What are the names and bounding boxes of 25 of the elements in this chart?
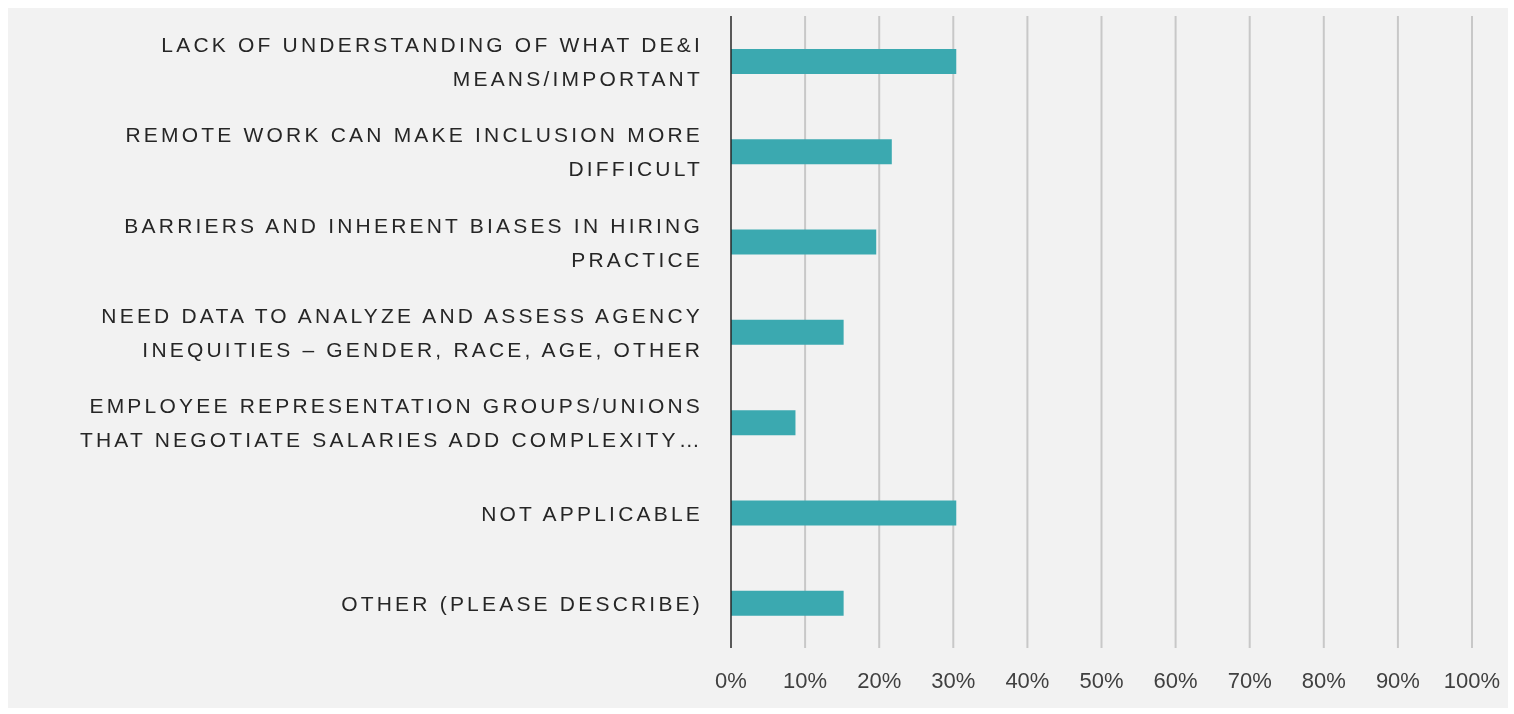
x-tick-label: 80% bbox=[1301, 667, 1346, 693]
x-tick-label: 10% bbox=[783, 667, 828, 693]
x-tick-label: 50% bbox=[1079, 667, 1124, 693]
y-tick-label: BARRIERS AND INHERENT BIASES IN HIRING PRACTICE bbox=[124, 213, 703, 271]
bar bbox=[731, 590, 844, 616]
bar bbox=[731, 319, 844, 345]
x-tick-label: 40% bbox=[1005, 667, 1050, 693]
bar bbox=[731, 410, 796, 436]
x-tick-label: 0% bbox=[715, 667, 747, 693]
y-tick-label: NEED DATA TO ANALYZE AND ASSESS AGENCY INEQUITIES – GENDER, RACE, AGE, OTHER bbox=[101, 303, 703, 361]
x-tick-label: 100% bbox=[1443, 667, 1501, 693]
x-tick-label: 90% bbox=[1375, 667, 1420, 693]
bar bbox=[731, 500, 957, 526]
bar bbox=[731, 49, 957, 74]
y-tick-label: EMPLOYEE REPRESENTATION GROUPS/UNIONS THAT NEGOTIATE SALARIES ADD COMPLEXITY… bbox=[79, 393, 703, 451]
y-tick-label: OTHER (PLEASE DESCRIBE) bbox=[341, 591, 703, 615]
bar bbox=[731, 139, 892, 165]
x-tick-label: 30% bbox=[931, 667, 976, 693]
y-tick-label: LACK OF UNDERSTANDING OF WHAT DE&I MEANS/IMPORTANT bbox=[161, 32, 703, 90]
bar bbox=[731, 229, 877, 255]
x-tick-label: 70% bbox=[1227, 667, 1272, 693]
y-tick-label: REMOTE WORK CAN MAKE INCLUSION MORE DIFFICULT bbox=[125, 122, 703, 180]
x-tick-label: 60% bbox=[1153, 667, 1198, 693]
x-tick-label: 20% bbox=[857, 667, 902, 693]
y-tick-label: NOT APPLICABLE bbox=[481, 501, 703, 525]
